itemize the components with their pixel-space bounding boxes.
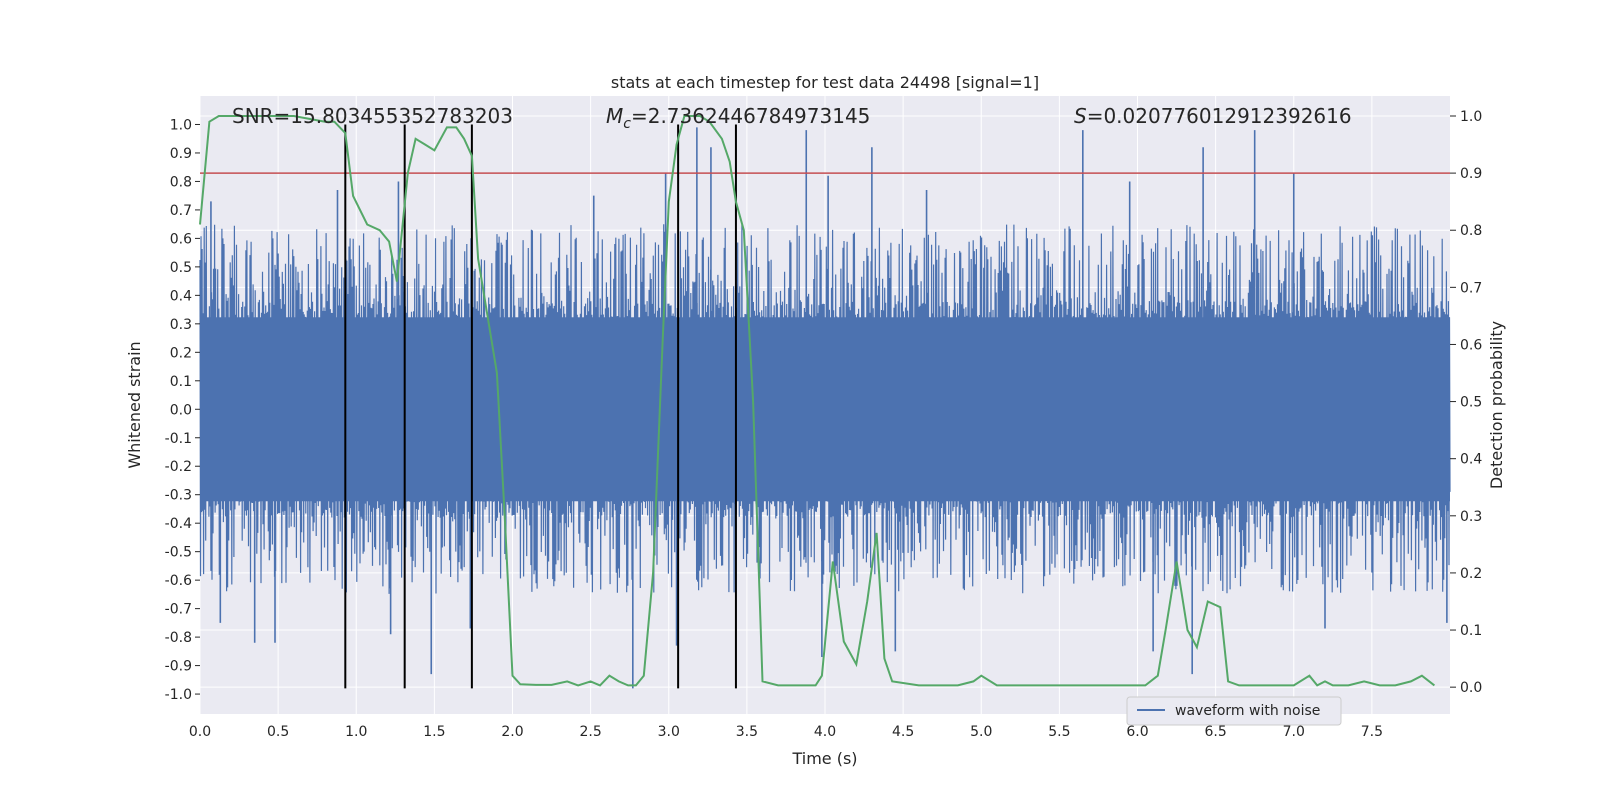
chirp-mass-symbol: M (606, 104, 623, 128)
right-y-axis-ticks: 0.0 0.1 0.2 0.3 0.4 0.5 0.6 0.7 0.8 0.9 1.0 (1450, 109, 1482, 696)
snr-annotation: SNR=15.803455352783203 (232, 104, 513, 128)
right-y-tick-label-4: 0.4 (1460, 452, 1482, 468)
chirp-mass-annotation: Mc=2.7362446784973145 (606, 104, 870, 132)
x-tick-label-1: 0.5 (267, 724, 289, 740)
left-y-tick-label-3: -0.7 (165, 602, 192, 618)
left-y-axis-ticks: -1.0 -0.9 -0.8 -0.7 -0.6 -0.5 -0.4 -0.3 -0.2 -0.1… (165, 117, 200, 703)
legend: waveform with noise (1126, 696, 1342, 726)
right-y-tick-label-8: 0.8 (1460, 223, 1482, 239)
x-tick-label-2: 1.0 (345, 724, 367, 740)
right-y-tick-label-3: 0.3 (1460, 509, 1482, 525)
x-tick-label-14: 7.0 (1283, 724, 1305, 740)
chart-title: stats at each timestep for test data 244… (611, 73, 1039, 92)
right-y-tick-label-2: 0.2 (1460, 566, 1482, 582)
right-y-tick-label-5: 0.5 (1460, 395, 1482, 411)
right-y-tick-label-9: 0.9 (1460, 166, 1482, 182)
chirp-mass-subscript: c (623, 116, 631, 132)
left-y-tick-label-10: 0.0 (170, 402, 192, 418)
left-y-tick-label-16: 0.6 (170, 231, 192, 247)
waveform-with-noise-series (199, 127, 1451, 689)
x-tick-label-13: 6.5 (1204, 724, 1226, 740)
left-y-tick-label-18: 0.8 (170, 174, 192, 190)
left-y-tick-label-6: -0.4 (165, 516, 192, 532)
vertical-markers (344, 124, 737, 689)
right-y-tick-label-1: 0.1 (1460, 623, 1482, 639)
right-y-tick-label-0: 0.0 (1460, 680, 1482, 696)
left-y-tick-label-11: 0.1 (170, 374, 192, 390)
x-tick-label-7: 3.5 (736, 724, 758, 740)
left-y-tick-label-14: 0.4 (170, 288, 192, 304)
left-y-tick-label-1: -0.9 (165, 659, 192, 675)
right-y-tick-label-6: 0.6 (1460, 337, 1482, 353)
right-y-tick-label-10: 1.0 (1460, 109, 1482, 125)
x-tick-label-10: 5.0 (970, 724, 992, 740)
s-value: =0.020776012912392616 (1087, 104, 1352, 128)
right-y-axis-label: Detection probability (1487, 321, 1506, 489)
x-tick-label-3: 1.5 (423, 724, 445, 740)
left-y-tick-label-5: -0.5 (165, 545, 192, 561)
x-tick-label-6: 3.0 (658, 724, 680, 740)
legend-entry-waveform: waveform with noise (1175, 703, 1320, 719)
chirp-mass-value: =2.7362446784973145 (631, 104, 870, 128)
x-tick-label-12: 6.0 (1126, 724, 1148, 740)
left-y-tick-label-19: 0.9 (170, 146, 192, 162)
detection-probability-series (199, 115, 1436, 687)
x-axis-label: Time (s) (791, 749, 857, 768)
x-tick-label-4: 2.0 (501, 724, 523, 740)
left-y-tick-label-4: -0.6 (165, 573, 192, 589)
left-y-axis-label: Whitened strain (125, 341, 144, 468)
left-y-tick-label-9: -0.1 (165, 431, 192, 447)
x-tick-label-5: 2.5 (579, 724, 601, 740)
x-tick-label-15: 7.5 (1361, 724, 1383, 740)
x-tick-label-9: 4.5 (892, 724, 914, 740)
legend-box (1126, 696, 1342, 726)
x-tick-label-0: 0.0 (189, 724, 211, 740)
s-symbol: S (1074, 104, 1087, 128)
left-y-tick-label-15: 0.5 (170, 260, 192, 276)
x-tick-label-11: 5.5 (1048, 724, 1070, 740)
x-axis-ticks: 0.0 0.5 1.0 1.5 2.0 2.5 3.0 3.5 4.0 4.5 5.0 5.5 6.0 6… (189, 724, 1383, 740)
waveform-noise-core (200, 317, 1450, 502)
s-annotation: S=0.020776012912392616 (1074, 104, 1352, 128)
left-y-tick-label-13: 0.3 (170, 317, 192, 333)
left-y-tick-label-12: 0.2 (170, 345, 192, 361)
x-tick-label-8: 4.0 (814, 724, 836, 740)
left-y-tick-label-20: 1.0 (170, 117, 192, 133)
left-y-tick-label-7: -0.3 (165, 488, 192, 504)
left-y-tick-label-2: -0.8 (165, 630, 192, 646)
left-y-tick-label-17: 0.7 (170, 203, 192, 219)
left-y-tick-label-8: -0.2 (165, 459, 192, 475)
left-y-tick-label-0: -1.0 (165, 687, 192, 703)
right-y-tick-label-7: 0.7 (1460, 280, 1482, 296)
